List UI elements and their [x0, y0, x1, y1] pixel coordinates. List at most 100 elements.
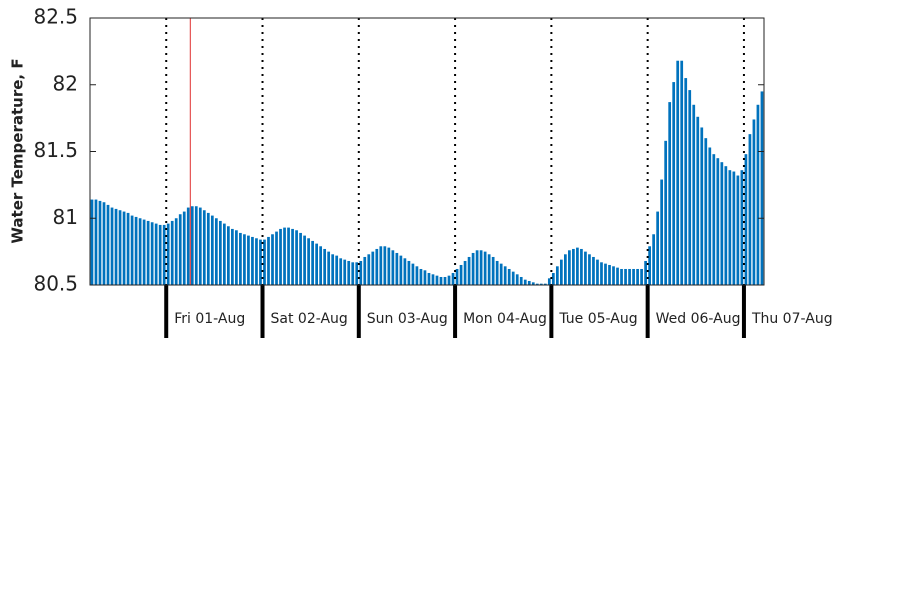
bar	[660, 179, 664, 285]
bar	[588, 254, 591, 285]
bar	[423, 270, 427, 285]
bar	[90, 199, 94, 285]
bar	[114, 208, 118, 285]
bar	[427, 272, 431, 285]
bar	[716, 158, 720, 285]
bar	[564, 254, 567, 285]
bar	[483, 251, 487, 285]
bar	[383, 246, 387, 285]
bar	[178, 214, 182, 285]
bar	[255, 238, 258, 285]
bar	[704, 138, 708, 285]
bar	[343, 259, 347, 285]
bar	[239, 232, 242, 285]
y-tick-label: 82.5	[33, 5, 78, 29]
bar	[243, 234, 246, 285]
bar	[688, 90, 692, 285]
bar	[327, 251, 331, 285]
bar	[495, 260, 499, 285]
bar	[527, 280, 531, 285]
x-tick-label: Fri 01-Aug	[174, 311, 245, 327]
bar	[206, 212, 210, 285]
bar	[511, 271, 515, 285]
bar	[576, 247, 579, 285]
bar	[403, 258, 407, 285]
bar	[98, 200, 102, 285]
bar	[319, 246, 323, 285]
bar	[110, 207, 114, 285]
bar	[222, 223, 226, 285]
bar	[752, 119, 756, 286]
bar	[102, 202, 106, 285]
bar	[367, 254, 371, 285]
bar	[379, 246, 383, 285]
bar	[652, 234, 655, 285]
bar	[487, 254, 491, 285]
x-tick-label: Sun 03-Aug	[367, 311, 448, 327]
bar	[539, 283, 543, 285]
bar	[624, 268, 627, 285]
bar	[760, 91, 764, 285]
bar	[732, 171, 736, 285]
bar	[744, 154, 748, 285]
bar	[499, 263, 503, 285]
bar	[154, 223, 158, 285]
bar	[287, 227, 290, 285]
bar	[620, 268, 623, 285]
bar	[451, 272, 455, 285]
bar	[592, 256, 595, 285]
bar	[218, 220, 222, 285]
bar	[411, 263, 415, 285]
bar	[471, 252, 475, 285]
bar	[130, 215, 134, 285]
bar	[551, 272, 555, 285]
bar	[307, 238, 310, 285]
bar	[547, 278, 551, 285]
bar	[375, 248, 379, 285]
bar	[391, 250, 395, 285]
y-tick-label: 81.5	[33, 138, 78, 162]
bar	[315, 243, 318, 285]
bar	[632, 268, 635, 285]
x-tick-label: Sat 02-Aug	[271, 311, 348, 327]
bar	[227, 226, 230, 285]
bar	[656, 211, 660, 285]
bar	[584, 251, 587, 285]
bar	[572, 248, 575, 285]
bar	[210, 215, 214, 285]
bar	[724, 166, 728, 285]
bar	[616, 267, 619, 285]
bar	[684, 78, 688, 285]
bar	[291, 228, 294, 285]
bar	[728, 170, 732, 285]
bar	[668, 102, 672, 285]
bar	[118, 210, 122, 285]
bar	[267, 236, 270, 285]
bar	[134, 216, 138, 285]
bar	[431, 274, 435, 285]
bar	[186, 207, 190, 285]
bar	[275, 231, 278, 285]
bar	[636, 268, 639, 285]
bar	[479, 250, 483, 285]
bar	[455, 268, 459, 285]
bar	[303, 235, 306, 285]
bar	[263, 239, 266, 285]
bar	[142, 219, 146, 285]
y-axis-label: Water Temperature, F	[9, 58, 27, 243]
bar	[331, 254, 335, 285]
bar	[555, 266, 559, 285]
bar	[407, 260, 411, 285]
bar	[150, 222, 154, 285]
bar	[283, 227, 286, 285]
bar	[503, 266, 507, 285]
bar	[736, 175, 740, 285]
bar	[648, 246, 651, 285]
bar	[214, 218, 218, 285]
bar	[604, 263, 607, 285]
bar	[251, 236, 254, 285]
y-tick-label: 80.5	[33, 272, 78, 296]
bar	[608, 264, 611, 285]
y-tick-label: 81	[53, 205, 78, 229]
bar	[323, 248, 327, 285]
